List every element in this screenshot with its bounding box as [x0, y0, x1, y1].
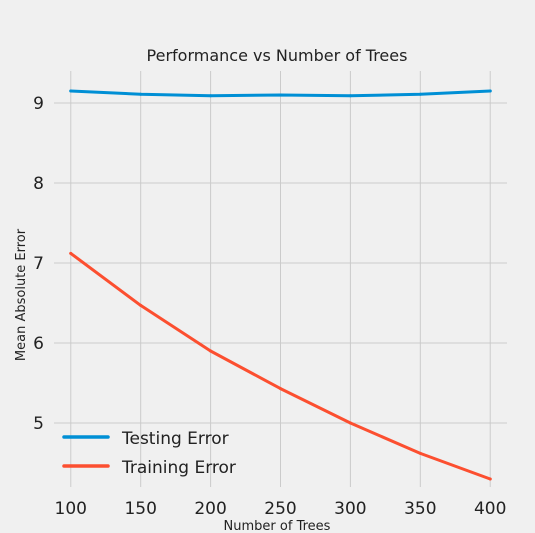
- data-point-training-error: [69, 251, 73, 255]
- x-tick-label: 350: [404, 499, 436, 519]
- y-tick-labels: 5 6 7 8 9: [33, 94, 44, 434]
- x-tick-label: 400: [474, 499, 506, 519]
- data-point-testing-error: [209, 94, 213, 98]
- data-point-testing-error: [279, 93, 282, 97]
- x-tick-label: 150: [124, 499, 156, 519]
- data-point-training-error: [488, 477, 492, 481]
- y-tick-label: 9: [33, 94, 44, 114]
- data-point-training-error: [279, 387, 282, 391]
- x-tick-labels: 100 150 200 250 300 350 400: [55, 499, 507, 519]
- data-point-testing-error: [139, 92, 143, 96]
- x-tick-label: 100: [55, 499, 87, 519]
- y-axis-label: Mean Absolute Error: [14, 228, 29, 361]
- legend: Testing Error Training Error: [62, 429, 236, 478]
- legend-label-testing: Testing Error: [121, 429, 229, 449]
- data-point-testing-error: [348, 94, 352, 98]
- y-tick-label: 5: [33, 414, 44, 434]
- y-tick-label: 6: [33, 334, 44, 354]
- y-tick-label: 8: [33, 174, 44, 194]
- data-point-training-error: [139, 303, 143, 307]
- series-lines: [69, 89, 492, 481]
- data-point-testing-error: [488, 89, 492, 93]
- chart-title: Performance vs Number of Trees: [147, 46, 408, 65]
- grid: [54, 71, 507, 487]
- data-point-testing-error: [418, 92, 422, 96]
- data-point-testing-error: [69, 89, 73, 93]
- x-tick-label: 200: [194, 499, 226, 519]
- data-point-training-error: [418, 451, 422, 455]
- x-tick-label: 300: [334, 499, 366, 519]
- y-tick-label: 7: [33, 254, 44, 274]
- legend-label-training: Training Error: [121, 458, 236, 478]
- x-tick-label: 250: [264, 499, 296, 519]
- data-point-training-error: [209, 349, 213, 353]
- x-axis-label: Number of Trees: [224, 519, 331, 533]
- data-point-training-error: [348, 421, 352, 425]
